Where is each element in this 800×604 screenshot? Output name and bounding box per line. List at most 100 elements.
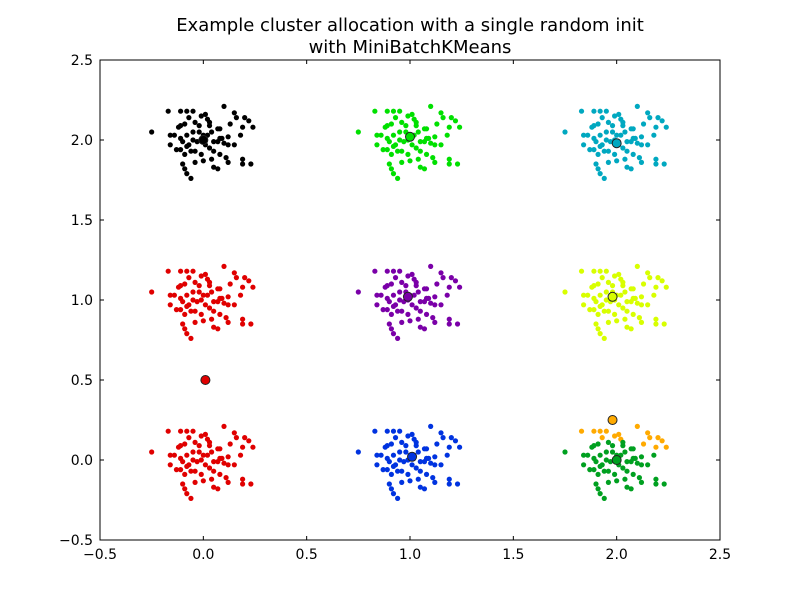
data-point <box>388 166 394 172</box>
data-point <box>180 459 186 465</box>
data-point <box>622 129 628 135</box>
data-point <box>597 463 603 469</box>
data-point <box>206 465 213 471</box>
data-point <box>384 443 390 449</box>
data-point <box>417 468 423 474</box>
data-point <box>188 308 194 314</box>
x-tick-label: 1.0 <box>399 547 421 563</box>
data-point <box>182 441 188 447</box>
data-point <box>206 305 213 311</box>
data-point <box>638 479 645 485</box>
data-point <box>384 147 390 153</box>
data-point <box>242 435 248 441</box>
data-point <box>200 158 206 164</box>
data-point <box>192 439 198 445</box>
data-point <box>192 468 198 474</box>
data-point <box>198 457 204 463</box>
data-point <box>595 121 601 127</box>
data-point <box>200 452 206 458</box>
data-point <box>378 452 384 458</box>
data-point <box>188 148 194 154</box>
data-point <box>217 455 223 461</box>
data-point <box>225 294 231 300</box>
data-point <box>616 271 622 277</box>
data-point <box>640 121 647 127</box>
data-point <box>240 481 246 487</box>
data-point <box>593 481 599 487</box>
data-point <box>198 433 204 439</box>
data-point <box>417 484 423 490</box>
data-point <box>184 331 190 337</box>
data-point <box>204 292 211 298</box>
data-point <box>603 268 609 274</box>
data-point <box>593 161 599 167</box>
data-point <box>612 311 618 317</box>
data-point <box>448 115 454 121</box>
data-point <box>231 302 237 308</box>
data-point <box>638 294 645 300</box>
data-point <box>225 134 231 140</box>
data-point <box>591 428 597 434</box>
data-point <box>595 441 601 447</box>
data-point <box>622 449 628 455</box>
data-point <box>457 284 463 290</box>
data-point <box>209 129 215 135</box>
data-point <box>417 299 423 305</box>
data-point <box>446 444 452 450</box>
data-point <box>240 124 246 130</box>
data-point <box>202 271 208 277</box>
data-point <box>198 273 204 279</box>
data-point <box>178 268 184 274</box>
x-tick-label: 0.5 <box>296 547 318 563</box>
data-point <box>388 441 394 447</box>
data-point <box>413 279 419 285</box>
data-point <box>225 142 231 148</box>
data-point <box>165 108 171 114</box>
data-point <box>211 164 217 170</box>
data-point <box>597 303 603 309</box>
data-point <box>184 452 190 458</box>
data-point <box>415 156 421 162</box>
data-point <box>390 132 397 138</box>
data-point <box>597 331 603 337</box>
data-point <box>217 286 223 292</box>
data-point <box>638 142 645 148</box>
data-point <box>591 147 597 153</box>
data-point <box>591 467 597 473</box>
data-point <box>355 289 361 295</box>
data-point <box>180 139 186 145</box>
data-point <box>149 449 155 455</box>
data-point <box>434 441 440 447</box>
data-point <box>634 263 640 269</box>
data-point <box>248 481 254 487</box>
data-point <box>190 457 196 463</box>
data-point <box>624 468 630 474</box>
data-point <box>192 319 198 325</box>
data-point <box>581 132 587 138</box>
data-point <box>423 126 430 132</box>
data-point <box>198 113 204 119</box>
data-point <box>386 139 392 145</box>
data-point <box>190 449 196 455</box>
data-point <box>372 108 378 114</box>
data-point <box>605 439 612 445</box>
data-point <box>595 166 601 172</box>
data-point <box>390 331 397 337</box>
data-point <box>196 443 202 449</box>
data-point <box>405 311 411 317</box>
data-point <box>386 481 392 487</box>
data-point <box>237 452 244 458</box>
data-point <box>246 278 252 284</box>
data-point <box>194 459 200 465</box>
data-point <box>227 281 233 287</box>
data-point <box>428 300 434 306</box>
data-point <box>601 148 607 154</box>
data-point <box>190 268 196 274</box>
data-point <box>184 303 190 309</box>
data-point <box>217 471 223 477</box>
data-point <box>221 103 227 109</box>
data-point <box>440 115 446 121</box>
data-point <box>630 151 636 157</box>
data-point <box>202 462 208 468</box>
data-point <box>661 161 667 167</box>
